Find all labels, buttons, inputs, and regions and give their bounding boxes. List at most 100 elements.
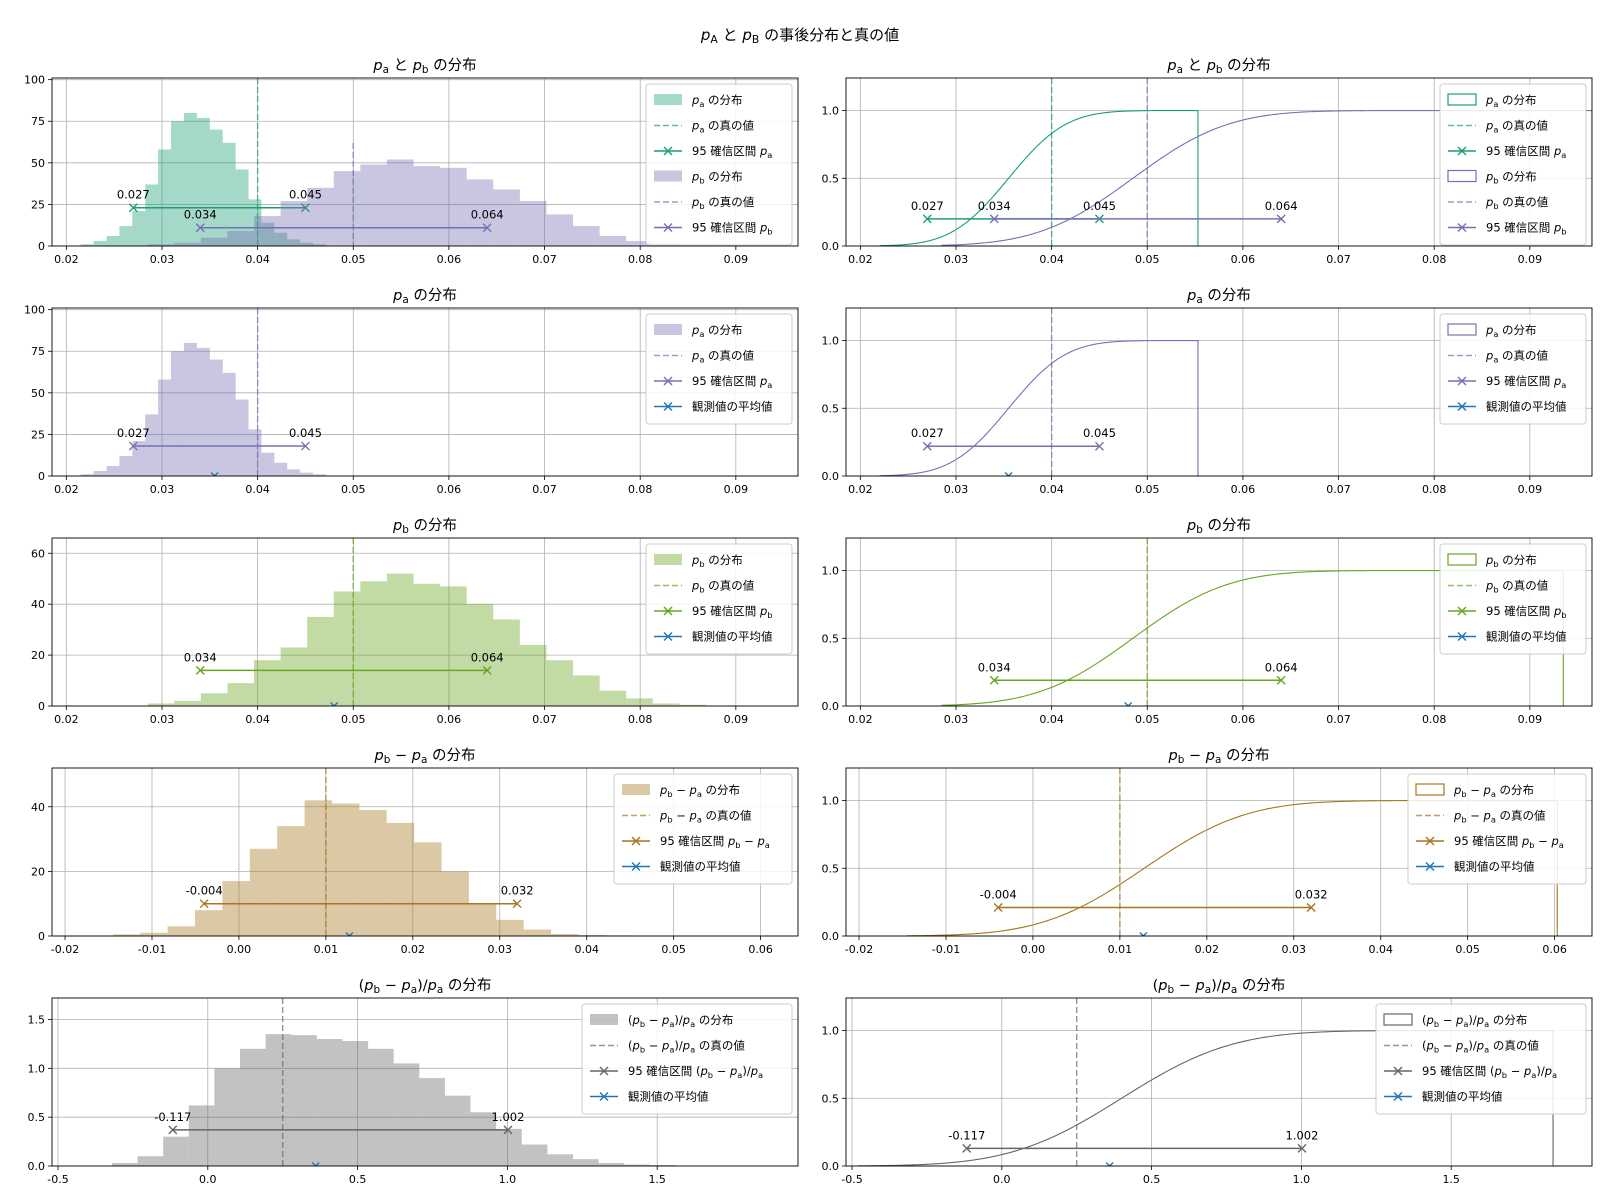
ci-upper-label: 0.045 xyxy=(1083,426,1116,440)
histogram-bar xyxy=(470,1112,497,1166)
legend: pb − pa の分布 pb − pa の真の値 95 確信区間 pb − pa 観測… xyxy=(613,773,793,885)
x-tick-label: 0.06 xyxy=(748,943,773,956)
credible-interval-marker xyxy=(989,214,999,224)
histogram-bar xyxy=(171,351,184,476)
y-tick-label: 25 xyxy=(31,428,45,441)
legend-x-marker xyxy=(1393,1092,1403,1101)
histogram-bar xyxy=(313,244,327,246)
x-tick-label: 0.07 xyxy=(1326,713,1351,726)
histogram-bar xyxy=(80,474,94,476)
x-tick-label: 0.07 xyxy=(532,713,557,726)
legend-box xyxy=(1439,313,1587,425)
panel-title: pb の分布 xyxy=(1186,517,1251,536)
legend-x-marker xyxy=(663,376,673,386)
histogram-bar xyxy=(578,935,606,936)
histogram-bar xyxy=(261,452,275,476)
histogram-bar xyxy=(171,121,184,246)
histogram-bar xyxy=(307,187,334,246)
legend-label: 95 確信区間 pb − pa xyxy=(1454,834,1564,850)
legend-x-marker xyxy=(1425,862,1435,871)
y-tick-label: 1.0 xyxy=(822,335,840,348)
histogram-bar xyxy=(158,149,172,246)
x-tick-label: 0.09 xyxy=(1518,483,1543,496)
ci-upper-label: 0.045 xyxy=(289,188,322,202)
histogram-bar xyxy=(222,372,236,476)
y-tick-label: 0 xyxy=(38,700,45,713)
credible-interval-marker xyxy=(168,1125,178,1135)
y-tick-label: 40 xyxy=(31,598,45,611)
histogram-bar xyxy=(551,934,579,936)
y-tick-label: 0.0 xyxy=(822,1160,840,1173)
legend-label: 観測値の平均値 xyxy=(1486,400,1567,414)
histogram-bar xyxy=(147,244,175,246)
histogram-bar xyxy=(573,1159,599,1166)
x-tick-label: 0.06 xyxy=(437,483,462,496)
observed-mean-marker xyxy=(311,1162,320,1166)
histogram-bar xyxy=(188,1105,215,1166)
histogram-bar xyxy=(119,226,133,246)
x-tick-label: 0.02 xyxy=(848,253,873,266)
x-tick-label: 0.02 xyxy=(848,713,873,726)
histogram-bar xyxy=(307,616,334,706)
histogram-bar xyxy=(393,1063,420,1166)
x-tick-label: 0.03 xyxy=(150,483,175,496)
histogram-bar xyxy=(280,201,308,246)
histogram-bar xyxy=(239,1048,266,1166)
x-tick-label: 0.07 xyxy=(1326,253,1351,266)
legend-label: pa の分布 xyxy=(1485,93,1537,109)
x-tick-label: 0.08 xyxy=(628,253,653,266)
axes-frame xyxy=(845,307,1593,477)
x-tick-label: 0.07 xyxy=(532,483,557,496)
chart-panel-6: 0.034 0.064 0.02 0.03 0.04 0.05 0.06 0.07 0.08 0.… xyxy=(822,517,1593,726)
y-tick-label: 0 xyxy=(38,240,45,253)
histogram-bar xyxy=(496,919,524,936)
histogram-bar xyxy=(163,1136,189,1166)
legend-swatch xyxy=(1447,553,1477,566)
legend: pb の分布 pb の真の値 95 確信区間 pb 観測値の平均値 xyxy=(645,543,793,655)
credible-interval-marker xyxy=(512,899,522,909)
legend-swatch xyxy=(622,784,650,795)
observed-mean-marker xyxy=(1105,1162,1114,1166)
plot-area xyxy=(111,998,702,1166)
ci-upper-label: 0.064 xyxy=(471,650,504,664)
legend-x-marker xyxy=(1457,402,1467,411)
x-tick-label: 0.06 xyxy=(1542,943,1567,956)
legend-label: 観測値の平均値 xyxy=(660,860,741,874)
histogram-bar xyxy=(274,462,288,476)
ci-lower-label: -0.117 xyxy=(948,1128,985,1142)
ci-lower-label: -0.117 xyxy=(154,1110,191,1124)
x-tick-label: 0.01 xyxy=(1108,943,1133,956)
histogram-bar xyxy=(468,903,497,936)
ci-upper-label: 0.045 xyxy=(289,426,322,440)
y-tick-label: 0.0 xyxy=(822,700,840,713)
x-tick-label: -0.02 xyxy=(51,943,79,956)
histogram-bar xyxy=(167,926,196,936)
legend: pa の分布 pa の真の値 95 確信区間 pa 観測値の平均値 xyxy=(645,313,793,425)
x-tick-label: 0.02 xyxy=(54,713,79,726)
x-tick-label: 0.07 xyxy=(532,253,557,266)
credible-interval-marker xyxy=(300,441,310,451)
credible-interval-marker xyxy=(300,203,310,213)
credible-interval-marker xyxy=(482,665,492,675)
ci-upper-label: 0.064 xyxy=(471,208,504,222)
credible-interval-marker xyxy=(922,214,932,224)
observed-mean-marker xyxy=(330,702,339,706)
axes-frame xyxy=(51,767,799,937)
axes-frame xyxy=(51,997,799,1167)
legend-swatch xyxy=(1447,169,1477,183)
histogram-bar xyxy=(119,456,133,476)
ci-lower-label: 0.027 xyxy=(117,426,150,440)
histogram-bar xyxy=(280,647,308,706)
panel-title: (pb − pa)/pa の分布 xyxy=(359,977,492,996)
x-tick-label: 0.04 xyxy=(1039,713,1064,726)
y-tick-label: 0 xyxy=(38,930,45,943)
panel-title: pa と pb の分布 xyxy=(1166,57,1270,76)
legend-label: (pb − pa)/pa の分布 xyxy=(1422,1013,1527,1029)
y-tick-label: 50 xyxy=(31,387,45,400)
legend-label: 観測値の平均値 xyxy=(692,400,773,414)
legend-x-marker xyxy=(631,862,641,871)
histogram-bar xyxy=(573,675,600,706)
ci-lower-label: -0.004 xyxy=(186,884,223,898)
y-tick-label: 1.0 xyxy=(28,1062,46,1075)
x-tick-label: 0.05 xyxy=(341,253,366,266)
